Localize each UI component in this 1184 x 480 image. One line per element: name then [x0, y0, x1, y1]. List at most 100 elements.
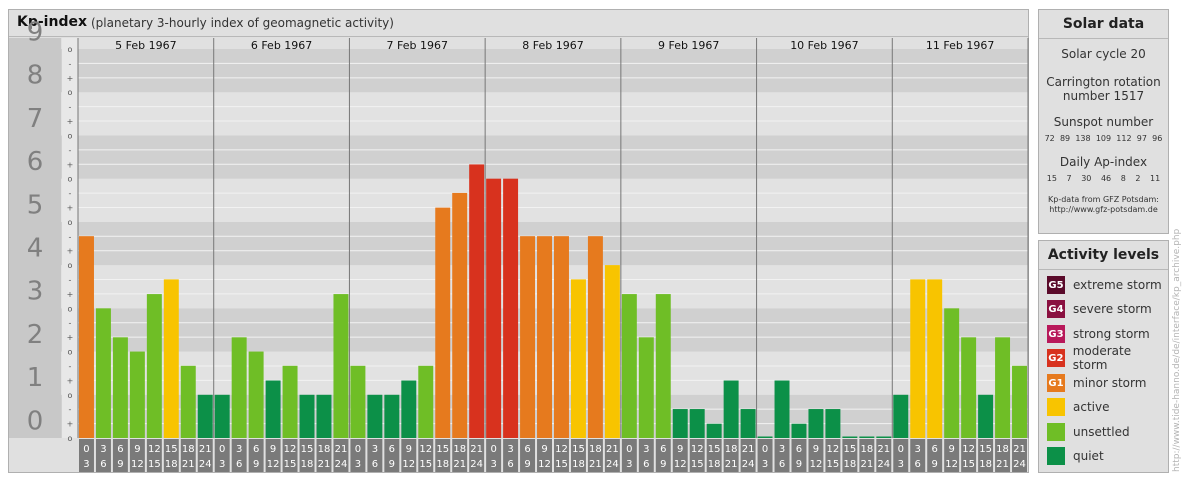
- interval-start-label: 6: [117, 444, 123, 455]
- interval-end-label: 3: [490, 459, 496, 470]
- kp-bar: [350, 365, 366, 438]
- level-row-minor-storm: G1 minor storm: [1047, 373, 1146, 393]
- interval-label-box: [350, 439, 366, 472]
- interval-label-box: [774, 439, 790, 472]
- level-row-extreme-storm: G5 extreme storm: [1047, 275, 1162, 295]
- interval-start-label: 9: [406, 444, 412, 455]
- chart-header: Kp-index (planetary 3-hourly index of ge…: [9, 10, 1028, 37]
- interval-label-box: [638, 439, 654, 472]
- kp-bar: [129, 351, 145, 438]
- sunspot-value: 72: [1044, 134, 1055, 143]
- level-swatch: G1: [1047, 374, 1065, 392]
- interval-label-box: [723, 439, 739, 472]
- day-label: 6 Feb 1967: [251, 39, 312, 52]
- kp-bar: [146, 294, 162, 438]
- interval-label-box: [333, 439, 349, 472]
- kp-bar: [791, 423, 807, 438]
- interval-end-label: 3: [626, 459, 632, 470]
- day-label: 9 Feb 1967: [658, 39, 719, 52]
- kp-bar: [248, 351, 264, 438]
- minor-tick-label: -: [69, 232, 72, 241]
- interval-start-label: 12: [962, 444, 975, 455]
- kp-bar: [418, 365, 434, 438]
- interval-end-label: 24: [470, 459, 483, 470]
- interval-end-label: 21: [453, 459, 466, 470]
- interval-start-label: 9: [134, 444, 140, 455]
- kp-bar: [825, 409, 841, 438]
- level-label: quiet: [1073, 449, 1104, 463]
- level-label: unsettled: [1073, 425, 1130, 439]
- kp-bar: [740, 409, 756, 438]
- kp-bar: [655, 294, 671, 438]
- interval-start-label: 18: [453, 444, 466, 455]
- kp-bar: [927, 279, 943, 438]
- interval-start-label: 9: [677, 444, 683, 455]
- interval-end-label: 12: [538, 459, 551, 470]
- minor-tick-label: -: [69, 189, 72, 198]
- interval-label-box: [435, 439, 451, 472]
- interval-end-label: 12: [810, 459, 823, 470]
- interval-end-label: 21: [860, 459, 873, 470]
- kp-bar: [112, 337, 128, 438]
- interval-end-label: 18: [979, 459, 992, 470]
- interval-end-label: 21: [725, 459, 738, 470]
- sunspot-value: 138: [1075, 134, 1091, 143]
- interval-end-label: 6: [236, 459, 242, 470]
- interval-label-box: [554, 439, 569, 472]
- interval-label-box: [112, 439, 128, 472]
- interval-start-label: 12: [284, 444, 297, 455]
- ap-value: 30: [1081, 174, 1092, 183]
- interval-end-label: 15: [691, 459, 704, 470]
- day-label: 11 Feb 1967: [926, 39, 994, 52]
- activity-levels-title: Activity levels: [1039, 241, 1168, 270]
- interval-start-label: 9: [813, 444, 819, 455]
- interval-start-label: 21: [1013, 444, 1026, 455]
- interval-start-label: 0: [355, 444, 361, 455]
- interval-end-label: 6: [915, 459, 921, 470]
- kp-bar: [910, 279, 926, 438]
- minor-tick-label: -: [69, 276, 72, 285]
- minor-tick-label: +: [67, 74, 74, 83]
- kp-credit-url: http://www.gfz-potsdam.de: [1049, 205, 1158, 214]
- interval-label-box: [248, 439, 264, 472]
- interval-start-label: 3: [372, 444, 378, 455]
- kp-bar: [842, 436, 858, 438]
- interval-label-box: [95, 439, 111, 472]
- interval-end-label: 21: [182, 459, 195, 470]
- interval-start-label: 6: [389, 444, 395, 455]
- interval-end-label: 24: [606, 459, 619, 470]
- minor-tick-label: o: [68, 261, 73, 270]
- interval-start-label: 15: [844, 444, 857, 455]
- kp-bar: [944, 308, 960, 438]
- interval-start-label: 6: [253, 444, 259, 455]
- interval-label-box: [587, 439, 603, 472]
- kp-bar: [384, 394, 400, 438]
- minor-tick-label: o: [68, 175, 73, 184]
- minor-tick-label: o: [68, 131, 73, 140]
- kp-bar: [503, 178, 519, 438]
- interval-end-label: 6: [100, 459, 106, 470]
- chart-subtitle: (planetary 3-hourly index of geomagnetic…: [91, 16, 394, 30]
- interval-start-label: 0: [626, 444, 632, 455]
- level-label: active: [1073, 400, 1110, 414]
- interval-label-box: [791, 439, 807, 472]
- interval-end-label: 12: [402, 459, 415, 470]
- kp-bar: [180, 365, 196, 438]
- interval-start-label: 12: [555, 444, 568, 455]
- kp-bar: [808, 409, 824, 438]
- carrington-rotation-number: number 1517: [1062, 89, 1145, 103]
- kp-bar: [231, 337, 247, 438]
- level-row-active: active: [1047, 397, 1109, 417]
- interval-label-box: [197, 439, 213, 472]
- interval-start-label: 21: [470, 444, 483, 455]
- day-label: 10 Feb 1967: [790, 39, 858, 52]
- interval-label-box: [367, 439, 383, 472]
- solar-data-panel: Solar data Solar cycle 20 Carrington rot…: [1038, 9, 1169, 234]
- kp-bar: [316, 394, 332, 438]
- kp-bar: [554, 236, 569, 438]
- y-tick-label: 5: [27, 190, 44, 220]
- level-swatch: [1047, 398, 1065, 416]
- y-tick-label: 1: [27, 363, 44, 393]
- interval-end-label: 3: [762, 459, 768, 470]
- band-kp-3: [9, 265, 1028, 309]
